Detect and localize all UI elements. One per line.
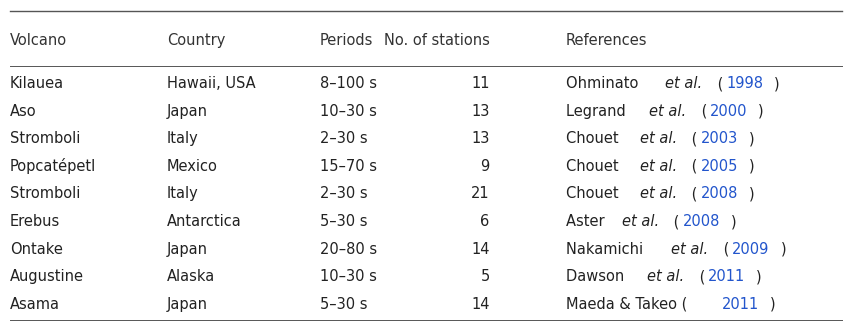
Text: 21: 21 [471, 187, 490, 202]
Text: Japan: Japan [167, 297, 208, 312]
Text: ): ) [749, 159, 755, 174]
Text: Erebus: Erebus [10, 214, 60, 229]
Text: 1998: 1998 [726, 76, 763, 91]
Text: et al.: et al. [647, 269, 684, 284]
Text: ): ) [774, 76, 780, 91]
Text: 8–100 s: 8–100 s [320, 76, 377, 91]
Text: 2000: 2000 [710, 104, 747, 119]
Text: Popcatépetl: Popcatépetl [10, 158, 96, 174]
Text: 2008: 2008 [701, 187, 738, 202]
Text: et al.: et al. [671, 241, 708, 257]
Text: Country: Country [167, 32, 226, 47]
Text: 2005: 2005 [701, 159, 738, 174]
Text: ): ) [749, 131, 754, 146]
Text: Alaska: Alaska [167, 269, 216, 284]
Text: 13: 13 [471, 131, 490, 146]
Text: Legrand: Legrand [566, 104, 630, 119]
Text: Maeda & Takeo (: Maeda & Takeo ( [566, 297, 688, 312]
Text: et al.: et al. [622, 214, 659, 229]
Text: References: References [566, 32, 648, 47]
Text: Japan: Japan [167, 104, 208, 119]
Text: (: ( [670, 214, 680, 229]
Text: Kilauea: Kilauea [10, 76, 64, 91]
Text: (: ( [694, 269, 705, 284]
Text: 2008: 2008 [682, 214, 720, 229]
Text: et al.: et al. [640, 159, 676, 174]
Text: 2003: 2003 [701, 131, 738, 146]
Text: (: ( [688, 187, 698, 202]
Text: ): ) [780, 241, 786, 257]
Text: No. of stations: No. of stations [383, 32, 490, 47]
Text: et al.: et al. [640, 187, 676, 202]
Text: (: ( [713, 76, 723, 91]
Text: 13: 13 [471, 104, 490, 119]
Text: 11: 11 [471, 76, 490, 91]
Text: 2–30 s: 2–30 s [320, 187, 367, 202]
Text: ): ) [749, 187, 755, 202]
Text: Ohminato: Ohminato [566, 76, 643, 91]
Text: Asama: Asama [10, 297, 60, 312]
Text: Italy: Italy [167, 131, 199, 146]
Text: 15–70 s: 15–70 s [320, 159, 377, 174]
Text: Aso: Aso [10, 104, 37, 119]
Text: Nakamichi: Nakamichi [566, 241, 648, 257]
Text: 2009: 2009 [733, 241, 769, 257]
Text: Volcano: Volcano [10, 32, 67, 47]
Text: Mexico: Mexico [167, 159, 218, 174]
Text: et al.: et al. [640, 131, 676, 146]
Text: Ontake: Ontake [10, 241, 63, 257]
Text: 2011: 2011 [708, 269, 746, 284]
Text: 2011: 2011 [722, 297, 759, 312]
Text: Chouet: Chouet [566, 159, 624, 174]
Text: Chouet: Chouet [566, 187, 624, 202]
Text: ): ) [770, 297, 776, 312]
Text: Japan: Japan [167, 241, 208, 257]
Text: 14: 14 [471, 241, 490, 257]
Text: Dawson: Dawson [566, 269, 629, 284]
Text: 10–30 s: 10–30 s [320, 269, 377, 284]
Text: Stromboli: Stromboli [10, 131, 80, 146]
Text: 5–30 s: 5–30 s [320, 214, 367, 229]
Text: 2–30 s: 2–30 s [320, 131, 367, 146]
Text: et al.: et al. [665, 76, 702, 91]
Text: et al.: et al. [649, 104, 686, 119]
Text: 5: 5 [481, 269, 490, 284]
Text: Augustine: Augustine [10, 269, 83, 284]
Text: (: ( [688, 131, 698, 146]
Text: (: ( [697, 104, 707, 119]
Text: 10–30 s: 10–30 s [320, 104, 377, 119]
Text: ): ) [758, 104, 764, 119]
Text: 6: 6 [481, 214, 490, 229]
Text: 20–80 s: 20–80 s [320, 241, 377, 257]
Text: (: ( [719, 241, 729, 257]
Text: Antarctica: Antarctica [167, 214, 242, 229]
Text: (: ( [688, 159, 698, 174]
Text: Aster: Aster [566, 214, 609, 229]
Text: 5–30 s: 5–30 s [320, 297, 367, 312]
Text: 9: 9 [481, 159, 490, 174]
Text: Chouet: Chouet [566, 131, 624, 146]
Text: ): ) [731, 214, 736, 229]
Text: Hawaii, USA: Hawaii, USA [167, 76, 256, 91]
Text: Periods: Periods [320, 32, 373, 47]
Text: Stromboli: Stromboli [10, 187, 80, 202]
Text: Italy: Italy [167, 187, 199, 202]
Text: 14: 14 [471, 297, 490, 312]
Text: ): ) [756, 269, 762, 284]
